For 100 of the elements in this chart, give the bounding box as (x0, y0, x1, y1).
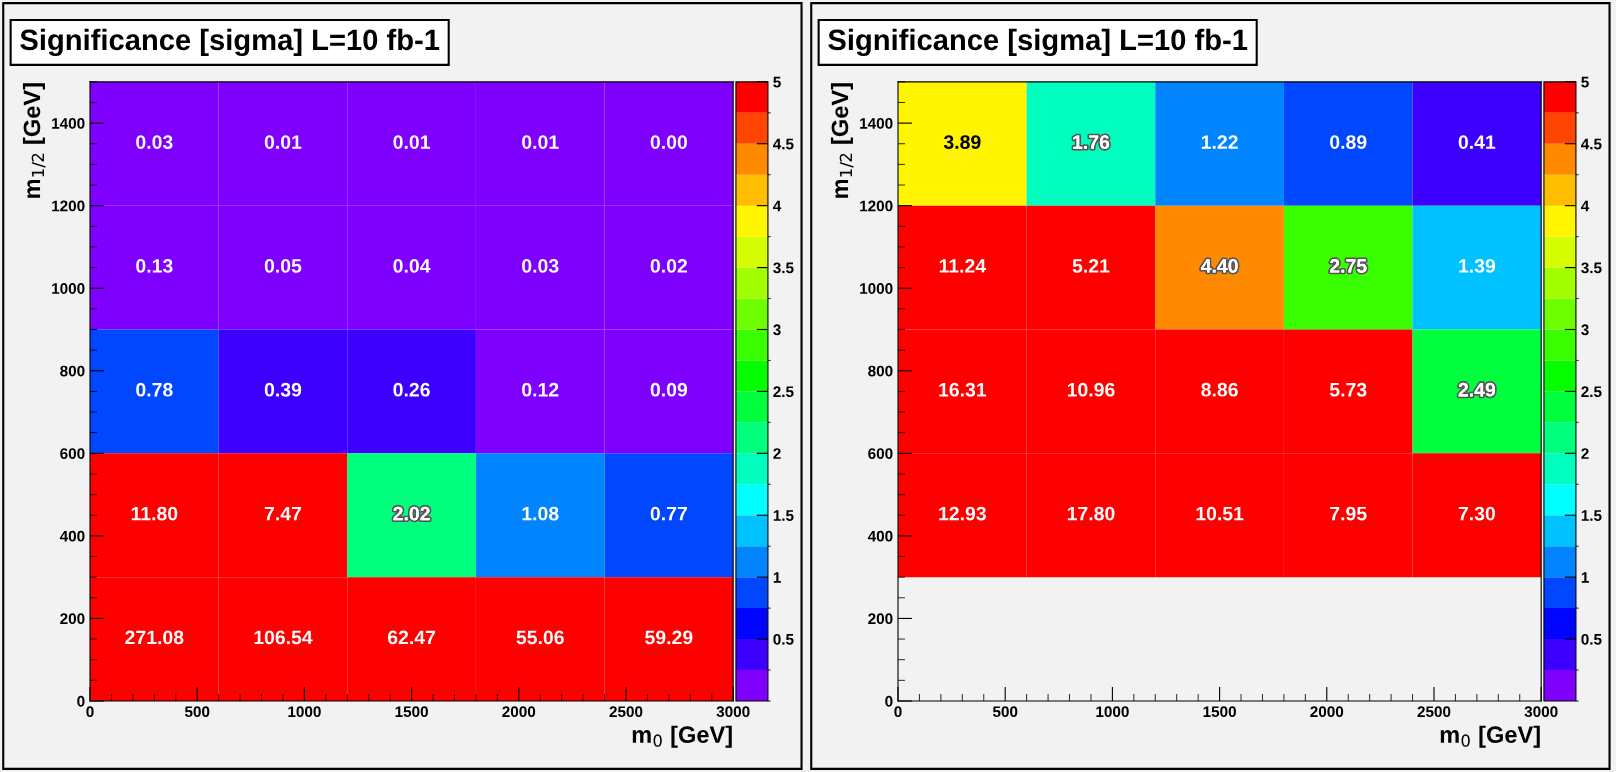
y-tick-label: 400 (867, 530, 893, 542)
x-tick-label: 3000 (716, 706, 750, 718)
data-label: 0.12 (522, 382, 559, 397)
x-tick-label: 500 (992, 706, 1018, 718)
data-label: 0.04 (393, 259, 431, 273)
color-bar-label: 1.5 (1581, 510, 1602, 521)
data-label: 0.02 (650, 259, 688, 273)
data-label: 0.39 (264, 382, 302, 397)
x-axis-title: m$_{0}$ [GeV] (632, 725, 732, 748)
y-tick-label: 1200 (52, 200, 85, 212)
data-label: 0.03 (522, 259, 559, 273)
data-label: 1.76 (1073, 135, 1110, 149)
y-tick-label: 0 (77, 695, 85, 707)
data-label: 12.93 (939, 506, 986, 521)
x-tick-label: 0 (86, 706, 94, 718)
color-bar-label: 5 (773, 76, 781, 88)
x-tick-label: 0 (894, 706, 902, 718)
color-bar-label: 4.5 (1581, 138, 1602, 150)
y-tick-label: 1200 (860, 200, 893, 212)
color-bar-label: 2.5 (1581, 386, 1602, 398)
data-label: 10.96 (1067, 382, 1115, 397)
y-tick-label: 1400 (52, 117, 85, 129)
color-bar-label: 2 (1581, 448, 1589, 459)
data-label: 10.51 (1196, 506, 1244, 521)
x-tick-label: 1000 (1096, 706, 1129, 718)
data-label: 2.75 (1329, 259, 1367, 273)
x-tick-label: 1500 (395, 706, 428, 718)
data-label: 0.01 (522, 135, 559, 149)
y-tick-label: 1000 (52, 283, 85, 294)
x-tick-label: 2000 (1310, 706, 1344, 718)
data-label: 11.24 (939, 259, 987, 273)
data-label: 55.06 (516, 630, 564, 645)
y-tick-label: 200 (60, 613, 85, 625)
y-tick-label: 800 (868, 365, 893, 377)
data-label: 4.40 (1200, 259, 1238, 273)
color-bar-label: 1 (1581, 572, 1589, 583)
data-label: 0.00 (650, 135, 687, 149)
y-tick-label: 600 (868, 448, 893, 459)
data-label: 0.41 (1458, 135, 1496, 149)
x-tick-label: 3000 (1524, 706, 1558, 718)
data-label: 7.47 (264, 506, 302, 521)
data-label: 0.78 (136, 382, 173, 397)
data-label: 0.05 (264, 259, 302, 273)
data-label: 0.13 (136, 259, 173, 273)
y-tick-label: 1400 (860, 117, 893, 129)
y-tick-label: 200 (868, 613, 893, 625)
y-tick-label: 1000 (860, 283, 893, 294)
data-label: 0.09 (650, 382, 688, 397)
x-tick-label: 500 (184, 706, 210, 718)
color-bar-label: 4 (773, 200, 782, 212)
color-bar-label: 2 (773, 448, 781, 459)
color-bar-label: 1.5 (773, 510, 794, 521)
color-bar-label: 3.5 (1581, 262, 1602, 274)
data-label: 7.30 (1458, 506, 1495, 521)
color-bar-label: 3 (1581, 324, 1589, 336)
chart-title: Significance [sigma] L=10 fb-1 (20, 28, 440, 57)
data-label: 3.89 (943, 135, 981, 149)
data-label: 16.31 (939, 382, 987, 397)
color-bar-label: 3 (773, 324, 781, 336)
data-label: 5.21 (1072, 259, 1110, 273)
data-label: 8.86 (1201, 382, 1238, 397)
data-label: 2.49 (1458, 382, 1496, 397)
color-bar-label: 0.5 (1581, 633, 1602, 645)
data-label: 17.80 (1067, 506, 1115, 521)
x-tick-label: 2000 (502, 706, 536, 718)
chart-title: Significance [sigma] L=10 fb-1 (828, 28, 1248, 57)
data-label: 0.77 (650, 506, 687, 521)
color-bar-label: 5 (1581, 76, 1589, 88)
y-tick-label: 800 (60, 365, 85, 377)
data-label: 2.02 (393, 506, 430, 521)
y-tick-label: 0 (885, 695, 893, 707)
data-label: 5.73 (1329, 382, 1367, 397)
color-bar-label: 1 (773, 572, 781, 583)
data-label: 0.01 (393, 135, 430, 149)
x-tick-label: 2500 (1417, 706, 1451, 718)
data-label: 0.03 (136, 135, 173, 149)
y-axis-title: m$_{1/2}$ [GeV] (22, 83, 46, 198)
data-label: 1.22 (1201, 135, 1238, 149)
data-label: 0.26 (393, 382, 430, 397)
data-label: 7.95 (1330, 506, 1367, 521)
data-label: 0.89 (1330, 135, 1367, 149)
data-label: 271.08 (125, 630, 184, 645)
x-tick-label: 1500 (1203, 706, 1236, 718)
y-axis-title: m$_{1/2}$ [GeV] (830, 83, 854, 198)
x-tick-label: 1000 (288, 706, 321, 718)
color-bar-label: 0.5 (773, 633, 794, 645)
x-axis-title: m$_{0}$ [GeV] (1440, 725, 1540, 748)
data-label: 59.29 (645, 630, 693, 645)
data-label: 1.08 (522, 506, 559, 521)
color-bar-label: 2.5 (773, 386, 794, 398)
data-label: 11.80 (131, 506, 178, 521)
data-label: 106.54 (254, 630, 313, 645)
data-label: 0.01 (264, 135, 302, 149)
x-tick-label: 2500 (609, 706, 643, 718)
data-label: 62.47 (387, 630, 436, 645)
y-tick-label: 600 (60, 448, 85, 459)
color-bar-label: 4 (1581, 200, 1590, 212)
color-bar-label: 3.5 (773, 262, 794, 274)
color-bar-label: 4.5 (773, 138, 794, 150)
data-label: 1.39 (1459, 259, 1496, 273)
